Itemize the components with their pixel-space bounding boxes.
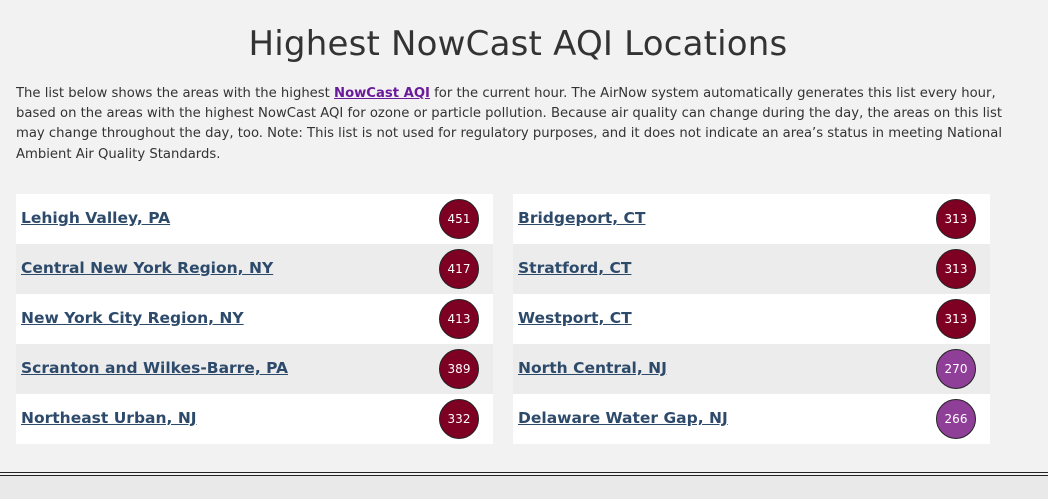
footer-strip <box>0 476 1048 499</box>
location-row: Bridgeport, CT 313 <box>513 194 990 244</box>
location-row: North Central, NJ 270 <box>513 344 990 394</box>
intro-text-end: for the current hour. The AirNow system … <box>16 86 1002 162</box>
location-row: Scranton and Wilkes-Barre, PA 389 <box>16 344 493 394</box>
location-row: Lehigh Valley, PA 451 <box>16 194 493 244</box>
aqi-badge: 332 <box>439 399 479 439</box>
location-row: Stratford, CT 313 <box>513 244 990 294</box>
location-row: Delaware Water Gap, NJ 266 <box>513 394 990 444</box>
aqi-badge: 266 <box>936 399 976 439</box>
locations-column-left: Lehigh Valley, PA 451 Central New York R… <box>16 194 493 444</box>
location-link[interactable]: Northeast Urban, NJ <box>21 409 197 427</box>
aqi-badge: 417 <box>439 249 479 289</box>
aqi-badge: 413 <box>439 299 479 339</box>
aqi-badge: 313 <box>936 299 976 339</box>
aqi-badge: 313 <box>936 199 976 239</box>
page-title: Highest NowCast AQI Locations <box>248 24 788 64</box>
location-link[interactable]: Bridgeport, CT <box>518 209 646 227</box>
aqi-badge: 270 <box>936 349 976 389</box>
intro-text-start: The list below shows the areas with the … <box>16 86 335 101</box>
section-divider <box>0 475 1048 476</box>
location-row: Westport, CT 313 <box>513 294 990 344</box>
location-link[interactable]: Scranton and Wilkes-Barre, PA <box>21 359 289 377</box>
location-link[interactable]: Lehigh Valley, PA <box>21 209 171 227</box>
location-link[interactable]: North Central, NJ <box>518 359 667 377</box>
location-link[interactable]: Central New York Region, NY <box>21 259 274 277</box>
location-link[interactable]: Stratford, CT <box>518 259 632 277</box>
location-link[interactable]: Westport, CT <box>518 309 632 327</box>
aqi-badge: 389 <box>439 349 479 389</box>
location-link[interactable]: Delaware Water Gap, NJ <box>518 409 728 427</box>
aqi-badge: 451 <box>439 199 479 239</box>
location-row: New York City Region, NY 413 <box>16 294 493 344</box>
section-divider <box>0 472 1048 473</box>
location-row: Northeast Urban, NJ 332 <box>16 394 493 444</box>
location-row: Central New York Region, NY 417 <box>16 244 493 294</box>
nowcast-aqi-link[interactable]: NowCast AQI <box>334 86 430 101</box>
locations-column-right: Bridgeport, CT 313 Stratford, CT 313 Wes… <box>513 194 990 444</box>
location-link[interactable]: New York City Region, NY <box>21 309 244 327</box>
intro-paragraph: The list below shows the areas with the … <box>16 84 1006 165</box>
aqi-badge: 313 <box>936 249 976 289</box>
